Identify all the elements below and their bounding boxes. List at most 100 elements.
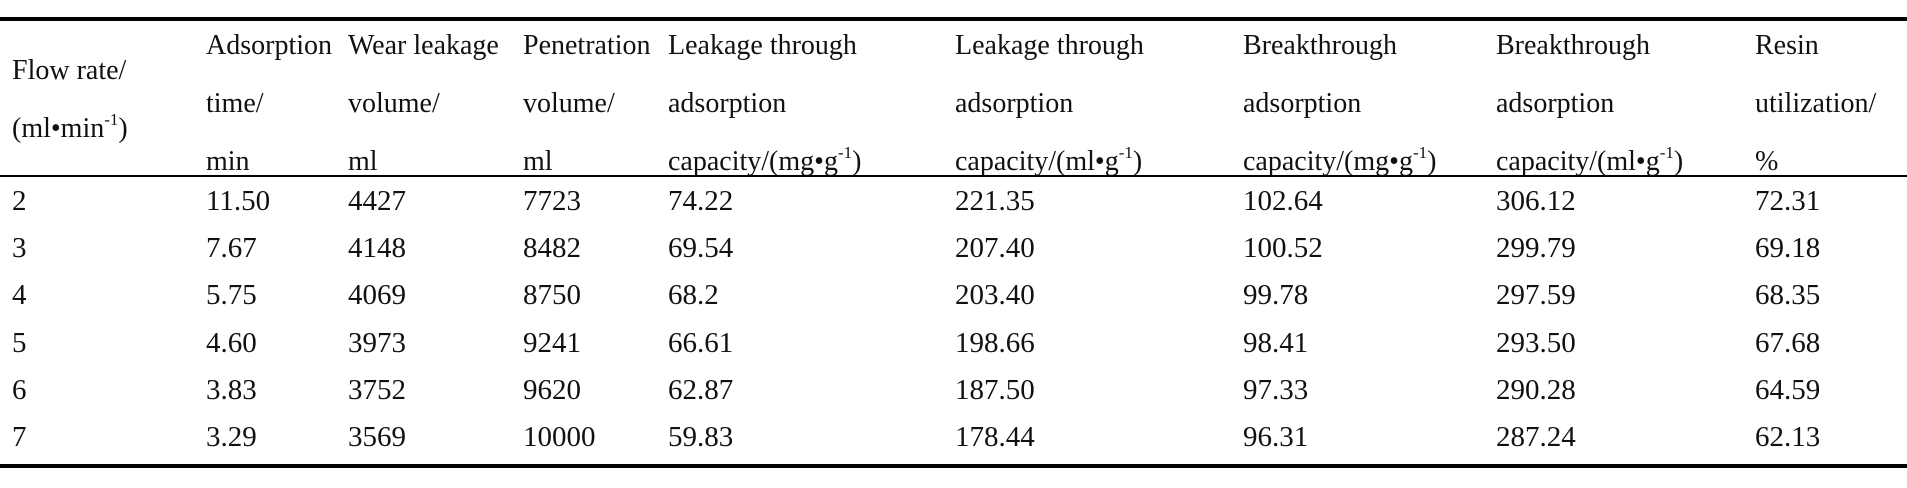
table-cell: 99.78 — [1243, 279, 1309, 311]
table-cell: 287.24 — [1496, 421, 1576, 453]
table-cell: 9620 — [523, 374, 581, 406]
header-leakage-capacity-ml-line2: adsorption — [955, 88, 1074, 119]
header-leakage-capacity-ml-line1: Leakage through — [955, 30, 1144, 61]
table-cell: 62.87 — [668, 374, 734, 406]
header-leakage-capacity-ml-line3: capacity/(ml•g-1) — [955, 133, 1144, 191]
header-adsorption-time-line3: min — [206, 146, 250, 177]
table-row: 5 4.60 3973 9241 66.61 198.66 98.41 293.50 67.68 — [0, 319, 1907, 367]
header-breakthrough-capacity-ml-line3: capacity/(ml•g-1) — [1496, 133, 1683, 191]
table-cell: 297.59 — [1496, 279, 1576, 311]
table-cell: 293.50 — [1496, 327, 1576, 359]
header-leakage-capacity-mg-close: ) — [852, 146, 862, 177]
table-cell: 97.33 — [1243, 374, 1309, 406]
header-wear-leakage-line1: Wear leakage — [348, 30, 499, 61]
table-cell: 3973 — [348, 327, 406, 359]
header-leakage-capacity-ml-close: ) — [1132, 146, 1143, 177]
header-adsorption-time-line1: Adsorption — [206, 30, 332, 61]
table-cell: 178.44 — [955, 421, 1035, 453]
table-cell: 4148 — [348, 232, 406, 264]
table-cell: 10000 — [523, 421, 596, 453]
table-cell: 3569 — [348, 421, 406, 453]
header-penetration-volume-line1: Penetration — [523, 30, 651, 61]
header-flow-rate-close: ) — [118, 113, 128, 144]
table-cell: 3752 — [348, 374, 406, 406]
header-flow-rate-unit: (ml•min — [12, 113, 105, 144]
table-cell: 221.35 — [955, 185, 1035, 217]
table-cell: 3 — [12, 232, 27, 264]
table-cell: 2 — [12, 185, 27, 217]
table-cell: 72.31 — [1755, 185, 1821, 217]
table-cell: 67.68 — [1755, 327, 1821, 359]
table-cell: 69.54 — [668, 232, 734, 264]
table-cell: 8482 — [523, 232, 581, 264]
table-cell: 9241 — [523, 327, 581, 359]
header-leakage-capacity-mg-line1: Leakage through — [668, 30, 857, 61]
header-adsorption-time-line2: time/ — [206, 88, 264, 119]
table-cell: 6 — [12, 374, 27, 406]
header-leakage-capacity-mg-line2: adsorption — [668, 88, 787, 119]
table-cell: 68.35 — [1755, 279, 1821, 311]
table-cell: 306.12 — [1496, 185, 1576, 217]
header-breakthrough-capacity-ml-line1: Breakthrough — [1496, 30, 1650, 61]
table-cell: 203.40 — [955, 279, 1035, 311]
header-breakthrough-capacity-ml-close: ) — [1673, 146, 1684, 177]
header-breakthrough-capacity-mg: Breakthrough adsorption capacity/(mg•g-1… — [1243, 17, 1436, 191]
header-breakthrough-capacity-ml: Breakthrough adsorption capacity/(ml•g-1… — [1496, 17, 1683, 191]
header-resin-utilization: Resin utilization/ % — [1755, 17, 1876, 191]
header-flow-rate: Flow rate/ (ml•min-1) — [12, 42, 128, 158]
header-breakthrough-capacity-ml-line2: adsorption — [1496, 88, 1615, 119]
table-cell: 5 — [12, 327, 27, 359]
table-cell: 69.18 — [1755, 232, 1821, 264]
header-leakage-capacity-mg-line3: capacity/(mg•g-1) — [668, 133, 861, 191]
table-cell: 3.29 — [206, 421, 257, 453]
header-wear-leakage-line2: volume/ — [348, 88, 440, 119]
header-leakage-capacity-ml-unit: capacity/(ml•g — [955, 146, 1119, 177]
table-cell: 290.28 — [1496, 374, 1576, 406]
header-breakthrough-capacity-mg-unit: capacity/(mg•g — [1243, 146, 1413, 177]
table-cell: 8750 — [523, 279, 581, 311]
header-penetration-volume: Penetration volume/ ml — [523, 17, 651, 191]
header-resin-utilization-line1: Resin — [1755, 30, 1819, 61]
header-leakage-capacity-ml: Leakage through adsorption capacity/(ml•… — [955, 17, 1144, 191]
header-leakage-capacity-mg-unit: capacity/(mg•g — [668, 146, 838, 177]
table-cell: 299.79 — [1496, 232, 1576, 264]
header-flow-rate-exp: -1 — [104, 109, 119, 129]
header-breakthrough-capacity-mg-close: ) — [1427, 146, 1437, 177]
table-row: 4 5.75 4069 8750 68.2 203.40 99.78 297.59 68.35 — [0, 271, 1907, 319]
table-cell: 64.59 — [1755, 374, 1821, 406]
header-flow-rate-line2: (ml•min-1) — [12, 100, 128, 158]
table-cell: 7 — [12, 421, 27, 453]
table-cell: 66.61 — [668, 327, 734, 359]
header-resin-utilization-line2: utilization/ — [1755, 88, 1877, 119]
table-cell: 3.83 — [206, 374, 257, 406]
table-cell: 4.60 — [206, 327, 257, 359]
table-cell: 68.2 — [668, 279, 719, 311]
header-breakthrough-capacity-mg-line3: capacity/(mg•g-1) — [1243, 133, 1436, 191]
table-cell: 4 — [12, 279, 27, 311]
header-leakage-capacity-mg-exp: -1 — [837, 142, 853, 162]
table-cell: 4069 — [348, 279, 406, 311]
header-leakage-capacity-ml-exp: -1 — [1118, 142, 1133, 162]
table-cell: 207.40 — [955, 232, 1035, 264]
header-breakthrough-capacity-mg-line1: Breakthrough — [1243, 30, 1397, 61]
table-cell: 62.13 — [1755, 421, 1821, 453]
table-cell: 100.52 — [1243, 232, 1323, 264]
header-rule — [0, 175, 1907, 177]
table-cell: 98.41 — [1243, 327, 1309, 359]
table-cell: 96.31 — [1243, 421, 1309, 453]
header-breakthrough-capacity-mg-line2: adsorption — [1243, 88, 1362, 119]
header-leakage-capacity-mg: Leakage through adsorption capacity/(mg•… — [668, 17, 861, 191]
table-cell: 102.64 — [1243, 185, 1323, 217]
table-cell: 7723 — [523, 185, 581, 217]
header-breakthrough-capacity-ml-unit: capacity/(ml•g — [1496, 146, 1660, 177]
header-resin-utilization-line3: % — [1755, 146, 1779, 177]
header-penetration-volume-line2: volume/ — [523, 88, 615, 119]
header-flow-rate-line1: Flow rate/ — [12, 55, 127, 86]
table-cell: 4427 — [348, 185, 406, 217]
table-cell: 11.50 — [206, 185, 271, 217]
table-cell: 7.67 — [206, 232, 257, 264]
table-row: 6 3.83 3752 9620 62.87 187.50 97.33 290.28 64.59 — [0, 366, 1907, 414]
table-cell: 5.75 — [206, 279, 257, 311]
header-penetration-volume-line3: ml — [523, 146, 553, 177]
header-wear-leakage-line3: ml — [348, 146, 378, 177]
